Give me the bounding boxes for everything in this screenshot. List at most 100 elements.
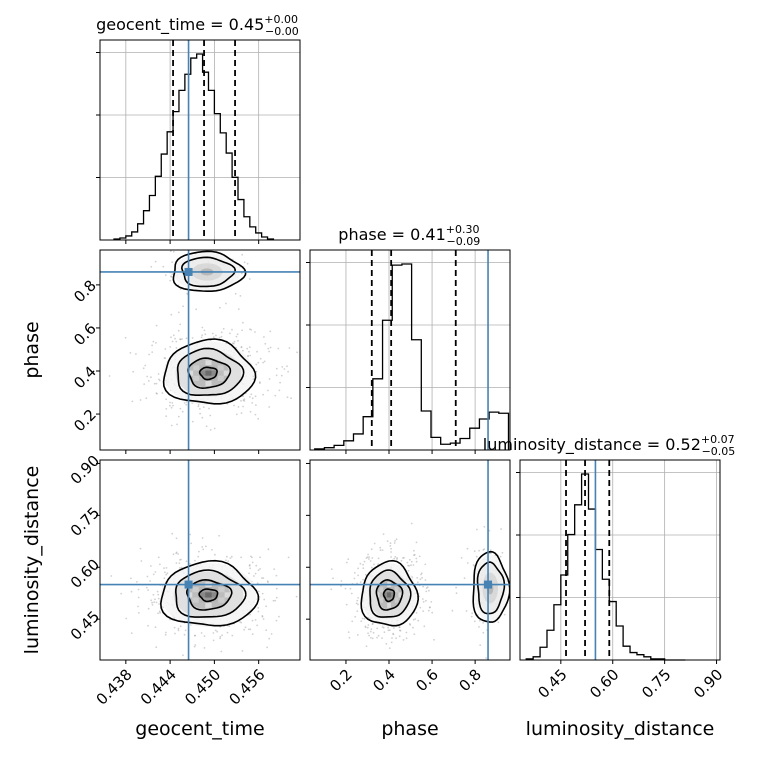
scatter-point: [164, 357, 167, 359]
scatter-point: [146, 375, 149, 378]
scatter-point: [176, 423, 178, 426]
scatter-point: [155, 342, 157, 344]
scatter-point: [186, 292, 189, 295]
density-pixel: [192, 587, 199, 593]
scatter-point: [165, 631, 167, 634]
scatter-point: [175, 340, 178, 343]
scatter-point: [248, 346, 251, 348]
scatter-point: [170, 313, 173, 316]
scatter-point: [175, 552, 178, 555]
scatter-point: [371, 557, 374, 559]
scatter-point: [371, 637, 374, 640]
scatter-point: [377, 557, 380, 560]
scatter-point: [165, 573, 168, 576]
scatter-point: [144, 364, 147, 367]
scatter-point: [249, 328, 251, 331]
scatter-point: [211, 548, 213, 551]
scatter-point: [416, 577, 419, 579]
scatter-point: [246, 347, 249, 350]
scatter-point: [209, 429, 212, 431]
scatter-point: [161, 392, 164, 394]
data-layer: [100, 40, 686, 661]
contour-core: [198, 588, 219, 603]
scatter-point: [396, 558, 398, 560]
density-pixel: [205, 375, 212, 381]
scatter-point: [388, 629, 391, 631]
y-tick-label: 0.90: [67, 452, 103, 488]
scatter-point: [243, 628, 246, 631]
density-pixel: [198, 597, 206, 603]
scatter-point: [157, 373, 160, 375]
scatter-point: [278, 389, 281, 392]
scatter-point: [348, 636, 351, 639]
scatter-point: [193, 645, 196, 648]
scatter-point: [433, 638, 435, 641]
scatter-point: [262, 361, 265, 364]
scatter-point: [350, 592, 353, 595]
scatter-point: [256, 624, 258, 627]
scatter-point: [364, 625, 367, 628]
scatter-point: [153, 382, 156, 385]
scatter-point: [390, 641, 393, 644]
scatter-point: [425, 599, 427, 602]
scatter-point: [242, 395, 245, 397]
scatter-point: [153, 601, 156, 604]
density-pixel: [192, 592, 199, 598]
panel-title-geocent_time: geocent_time = 0.45+0.00 −0.00: [96, 13, 299, 38]
scatter-point: [393, 557, 396, 560]
scatter-point: [340, 580, 343, 582]
scatter-point: [194, 634, 196, 637]
title-text: geocent_time = 0.45+0.00 −0.00: [96, 13, 299, 38]
scatter-point: [248, 572, 250, 575]
scatter-point: [222, 327, 225, 330]
scatter-point: [249, 628, 252, 631]
scatter-point: [157, 612, 160, 615]
scatter-point: [482, 549, 485, 551]
scatter-point: [275, 587, 278, 590]
scatter-point: [254, 331, 256, 333]
scatter-point: [243, 398, 246, 400]
scatter-point: [244, 626, 247, 629]
scatter-point: [197, 405, 200, 408]
scatter-point: [476, 528, 478, 531]
scatter-point: [237, 308, 240, 310]
scatter-point: [262, 577, 265, 579]
scatter-point: [463, 577, 466, 580]
x-tick-label: 0.456: [225, 666, 268, 709]
scatter-point: [367, 624, 370, 626]
scatter-point: [172, 404, 174, 407]
title-text: luminosity_distance = 0.52+0.07 −0.05: [483, 433, 736, 458]
panel-frame-geocent_time-luminosity_distance: [99, 459, 301, 661]
scatter-point: [195, 308, 198, 311]
scatter-point: [257, 607, 260, 609]
scatter-point: [178, 562, 181, 564]
scatter-point: [170, 424, 173, 427]
scatter-point: [340, 585, 342, 587]
scatter-point: [429, 606, 431, 608]
scatter-point: [277, 347, 280, 350]
scatter-point: [240, 346, 243, 348]
truth-marker-phase|luminosity_distance: [484, 580, 493, 589]
scatter-point: [152, 340, 155, 343]
scatter-point: [410, 560, 413, 563]
scatter-point: [179, 338, 182, 341]
scatter-point: [413, 549, 415, 552]
scatter-point: [156, 392, 158, 395]
scatter-point: [353, 572, 356, 574]
scatter-point: [370, 548, 373, 551]
scatter-point: [150, 599, 153, 602]
scatter-point: [241, 650, 244, 652]
contour-core: [382, 588, 396, 603]
scatter-point: [218, 534, 221, 537]
title-plus: +0.00: [264, 13, 298, 26]
scatter-point: [267, 548, 270, 551]
scatter-point: [368, 634, 370, 637]
scatter-point: [214, 553, 216, 556]
density-pixel: [218, 592, 225, 598]
scatter-point: [383, 631, 386, 634]
histogram-luminosity_distance: [525, 473, 686, 661]
title-plus: +0.07: [701, 433, 735, 446]
contour-inner: [375, 578, 404, 611]
scatter-point: [201, 546, 204, 548]
scatter-point: [182, 654, 184, 657]
